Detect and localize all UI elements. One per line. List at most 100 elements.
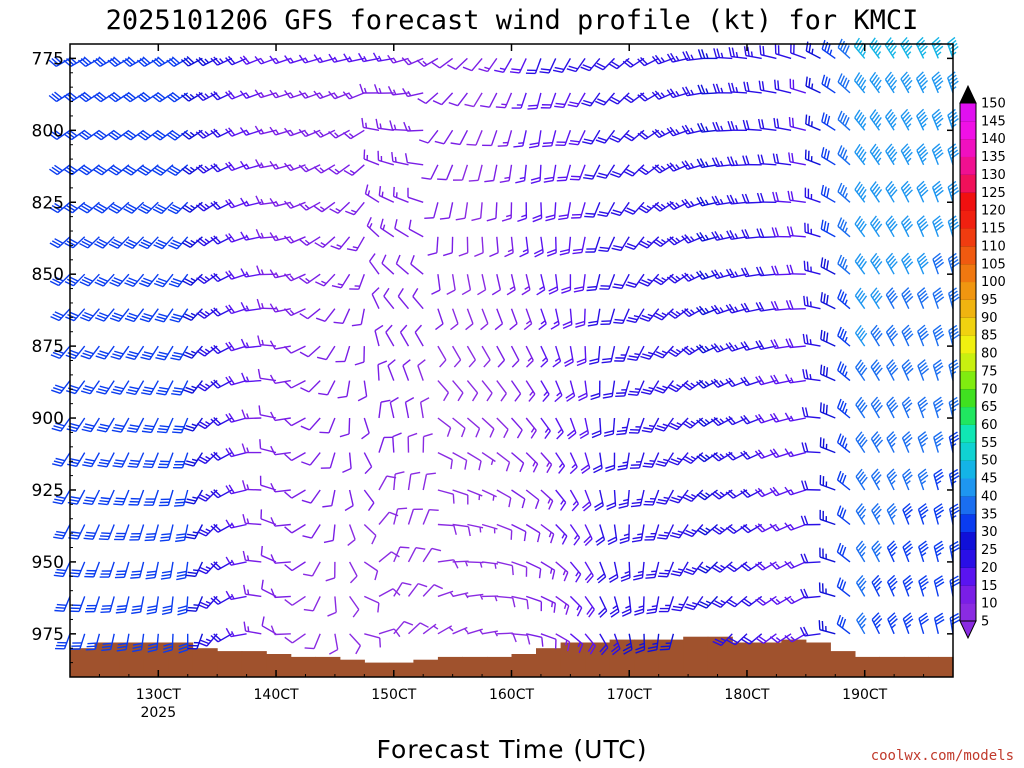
barb-full	[585, 212, 595, 215]
colorbar-label: 80	[981, 347, 998, 362]
barb-full	[627, 281, 637, 286]
wind-barb	[510, 380, 522, 402]
barb-full	[552, 69, 563, 73]
wind-barb	[137, 164, 159, 176]
wind-barb	[69, 596, 86, 613]
barb-half	[191, 385, 197, 389]
barb-full	[197, 531, 207, 537]
barb-full	[228, 198, 236, 208]
barb-full	[873, 114, 881, 123]
wind-barb	[495, 92, 513, 109]
barb-half	[719, 198, 724, 205]
barb-full	[777, 45, 780, 55]
barb-full	[684, 272, 692, 281]
barb-staff	[422, 474, 428, 491]
barb-full	[462, 66, 473, 72]
wind-barb	[523, 308, 533, 331]
barb-staff	[291, 451, 306, 462]
wind-barb	[639, 308, 660, 322]
barb-full	[858, 186, 865, 196]
barb-full	[710, 305, 718, 315]
wind-barb	[482, 561, 499, 569]
barb-full	[860, 79, 867, 89]
barb-half	[577, 641, 581, 648]
barb-full	[710, 454, 720, 462]
barb-full	[143, 463, 154, 466]
wind-barb	[902, 612, 914, 635]
barb-full	[875, 404, 883, 413]
barb-half	[936, 552, 942, 557]
wind-barb	[394, 219, 409, 238]
credit-link[interactable]: coolwx.com/models	[871, 748, 1014, 764]
wind-barb	[548, 274, 559, 295]
barb-full	[146, 573, 156, 577]
wind-barb	[629, 452, 645, 469]
barb-half	[704, 234, 709, 240]
barb-full	[465, 323, 474, 331]
barb-staff	[437, 380, 449, 394]
barb-half	[844, 443, 848, 449]
wind-barb	[772, 191, 792, 203]
barb-full	[198, 383, 208, 390]
wind-barb	[448, 92, 468, 107]
barb-staff	[407, 474, 412, 491]
barb-half	[204, 130, 210, 136]
wind-barb	[418, 129, 439, 144]
wind-barb	[499, 164, 513, 183]
barb-full	[820, 219, 824, 230]
colorbar-label: 60	[981, 418, 998, 433]
wind-barb	[359, 83, 380, 94]
wind-barb	[784, 595, 807, 605]
barb-staff	[307, 345, 321, 358]
wind-barb	[496, 452, 511, 472]
barb-full	[482, 144, 492, 147]
barb-full	[612, 209, 623, 214]
barb-half	[675, 90, 680, 97]
wind-barb	[595, 524, 606, 546]
barb-half	[720, 564, 726, 569]
barb-full	[354, 361, 365, 366]
barb-full	[113, 312, 124, 317]
barb-full	[584, 538, 593, 547]
barb-full	[837, 361, 842, 371]
barb-half	[479, 562, 483, 568]
wind-barb	[575, 308, 586, 329]
barb-full	[920, 224, 929, 232]
wind-barb	[526, 633, 544, 647]
barb-staff	[363, 380, 368, 397]
wind-barb	[901, 252, 914, 275]
wind-barb	[467, 561, 484, 568]
barb-full	[754, 524, 763, 533]
barb-full	[144, 424, 155, 428]
barb-staff	[481, 380, 493, 394]
barb-full	[839, 435, 845, 445]
barb-half	[720, 637, 727, 642]
barb-full	[771, 265, 776, 276]
barb-full	[740, 377, 748, 386]
barb-full	[902, 183, 910, 192]
barb-full	[380, 399, 391, 403]
wind-barb	[569, 489, 580, 512]
barb-half	[189, 166, 196, 172]
barb-full	[609, 608, 619, 615]
barb-full	[873, 330, 881, 339]
barb-full	[610, 611, 620, 618]
barb-full	[49, 207, 59, 214]
barb-half	[734, 344, 739, 350]
colorbar-label: 55	[981, 436, 998, 451]
plot-area	[70, 44, 953, 677]
barb-half	[190, 204, 196, 209]
barb-full	[885, 287, 894, 296]
barb-full	[888, 148, 896, 158]
barb-full	[240, 302, 247, 312]
barb-full	[803, 626, 809, 636]
barb-full	[92, 59, 101, 67]
wind-barb	[122, 129, 145, 141]
barb-full	[860, 295, 868, 304]
wind-barb	[805, 76, 821, 94]
wind-barb	[114, 561, 130, 579]
wind-barb	[754, 487, 777, 498]
wind-barb	[554, 92, 572, 109]
wind-barb	[335, 345, 351, 363]
barb-full	[949, 540, 959, 547]
